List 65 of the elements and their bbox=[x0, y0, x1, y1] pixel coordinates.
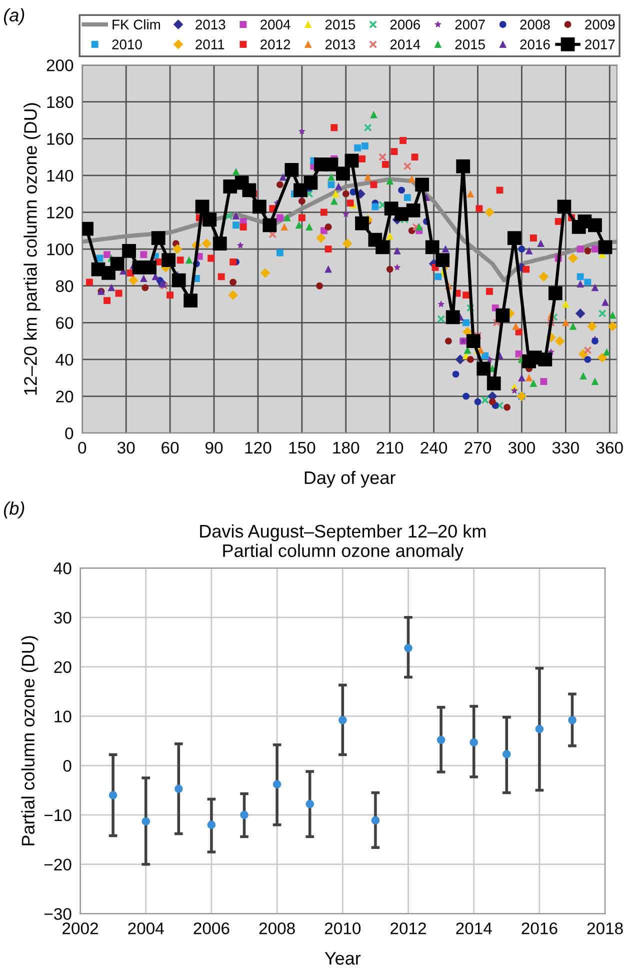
x-tick-label: 2016 bbox=[522, 922, 558, 934]
y-tick-label: 0 bbox=[63, 760, 72, 772]
legend-label: 2008 bbox=[520, 20, 550, 30]
y-tick-label: 30 bbox=[54, 612, 72, 624]
text: (b) bbox=[4, 502, 24, 518]
x-tick-label: 300 bbox=[508, 442, 535, 454]
y-tick-label: 20 bbox=[56, 390, 74, 402]
x-tick-label: 240 bbox=[420, 442, 448, 454]
x-tick-label: 2012 bbox=[390, 922, 426, 934]
legend-label: 2015 bbox=[325, 20, 356, 30]
y-tick-label: 0 bbox=[65, 427, 74, 440]
x-tick-label: 2006 bbox=[194, 922, 230, 934]
x-tick-label: 90 bbox=[206, 442, 223, 454]
y-tick-label: 10 bbox=[54, 710, 72, 722]
x-tick-label: 180 bbox=[333, 442, 360, 454]
x-tick-label: 120 bbox=[245, 442, 272, 454]
y-tick-label: −20 bbox=[44, 858, 72, 871]
x-tick-label: 330 bbox=[552, 442, 579, 454]
y-tick-label: 160 bbox=[47, 133, 74, 145]
legend-label: 2011 bbox=[196, 40, 224, 50]
x-tick-label: 2004 bbox=[128, 922, 164, 934]
legend-label: 2015 bbox=[455, 40, 485, 50]
x-tick-label: 270 bbox=[464, 442, 492, 454]
legend-label: 2013 bbox=[325, 40, 356, 50]
y-axis-title: Partial column ozone (DU) bbox=[21, 636, 38, 846]
chart-title: Davis August–September 12–20 km bbox=[200, 524, 486, 542]
legend-label: 2004 bbox=[260, 20, 290, 30]
legend-label: FK Clim bbox=[112, 19, 160, 30]
x-tick-label: 2014 bbox=[456, 922, 492, 934]
y-tick-label: 80 bbox=[56, 280, 74, 292]
legend-label: 2012 bbox=[260, 40, 290, 50]
x-axis-title: Day of year bbox=[304, 470, 396, 488]
y-tick-label: 60 bbox=[56, 317, 74, 329]
y-tick-label: 40 bbox=[54, 562, 72, 574]
legend-label: 2013 bbox=[196, 20, 226, 30]
y-tick-label: 120 bbox=[47, 206, 74, 218]
y-tick-label: 140 bbox=[47, 170, 74, 182]
y-axis-title: 12–20 km partial column ozone (DU) bbox=[24, 103, 40, 395]
y-tick-label: 180 bbox=[47, 96, 74, 108]
legend-label: 2009 bbox=[585, 20, 615, 30]
x-tick-label: 30 bbox=[117, 442, 135, 454]
y-tick-label: 200 bbox=[46, 59, 74, 72]
legend-label: 2016 bbox=[520, 40, 550, 50]
x-tick-label: 210 bbox=[376, 442, 404, 454]
legend-label: 2006 bbox=[390, 20, 420, 30]
x-tick-label: 360 bbox=[596, 442, 623, 454]
y-tick-label: 40 bbox=[56, 354, 74, 366]
x-tick-label: 60 bbox=[162, 442, 179, 454]
x-tick-label: 2002 bbox=[62, 922, 98, 934]
legend-label: 2010 bbox=[112, 40, 142, 50]
legend-label: 2007 bbox=[455, 20, 485, 30]
chart-subtitle: Partial column ozone anomaly bbox=[223, 544, 464, 561]
y-tick-label: −30 bbox=[44, 908, 72, 920]
legend-label: 2017 bbox=[585, 40, 615, 50]
text: (a) bbox=[4, 8, 24, 26]
x-tick-label: 2008 bbox=[259, 922, 295, 934]
x-tick-label: 0 bbox=[78, 442, 86, 454]
y-tick-label: 20 bbox=[54, 661, 72, 674]
legend-label: 2014 bbox=[390, 40, 420, 50]
x-tick-label: 2010 bbox=[324, 922, 361, 934]
x-tick-label: 2018 bbox=[587, 922, 623, 934]
x-axis-title: Year bbox=[324, 952, 361, 965]
y-tick-label: −10 bbox=[44, 809, 72, 822]
y-tick-label: 100 bbox=[47, 243, 74, 256]
x-tick-label: 150 bbox=[289, 442, 316, 454]
